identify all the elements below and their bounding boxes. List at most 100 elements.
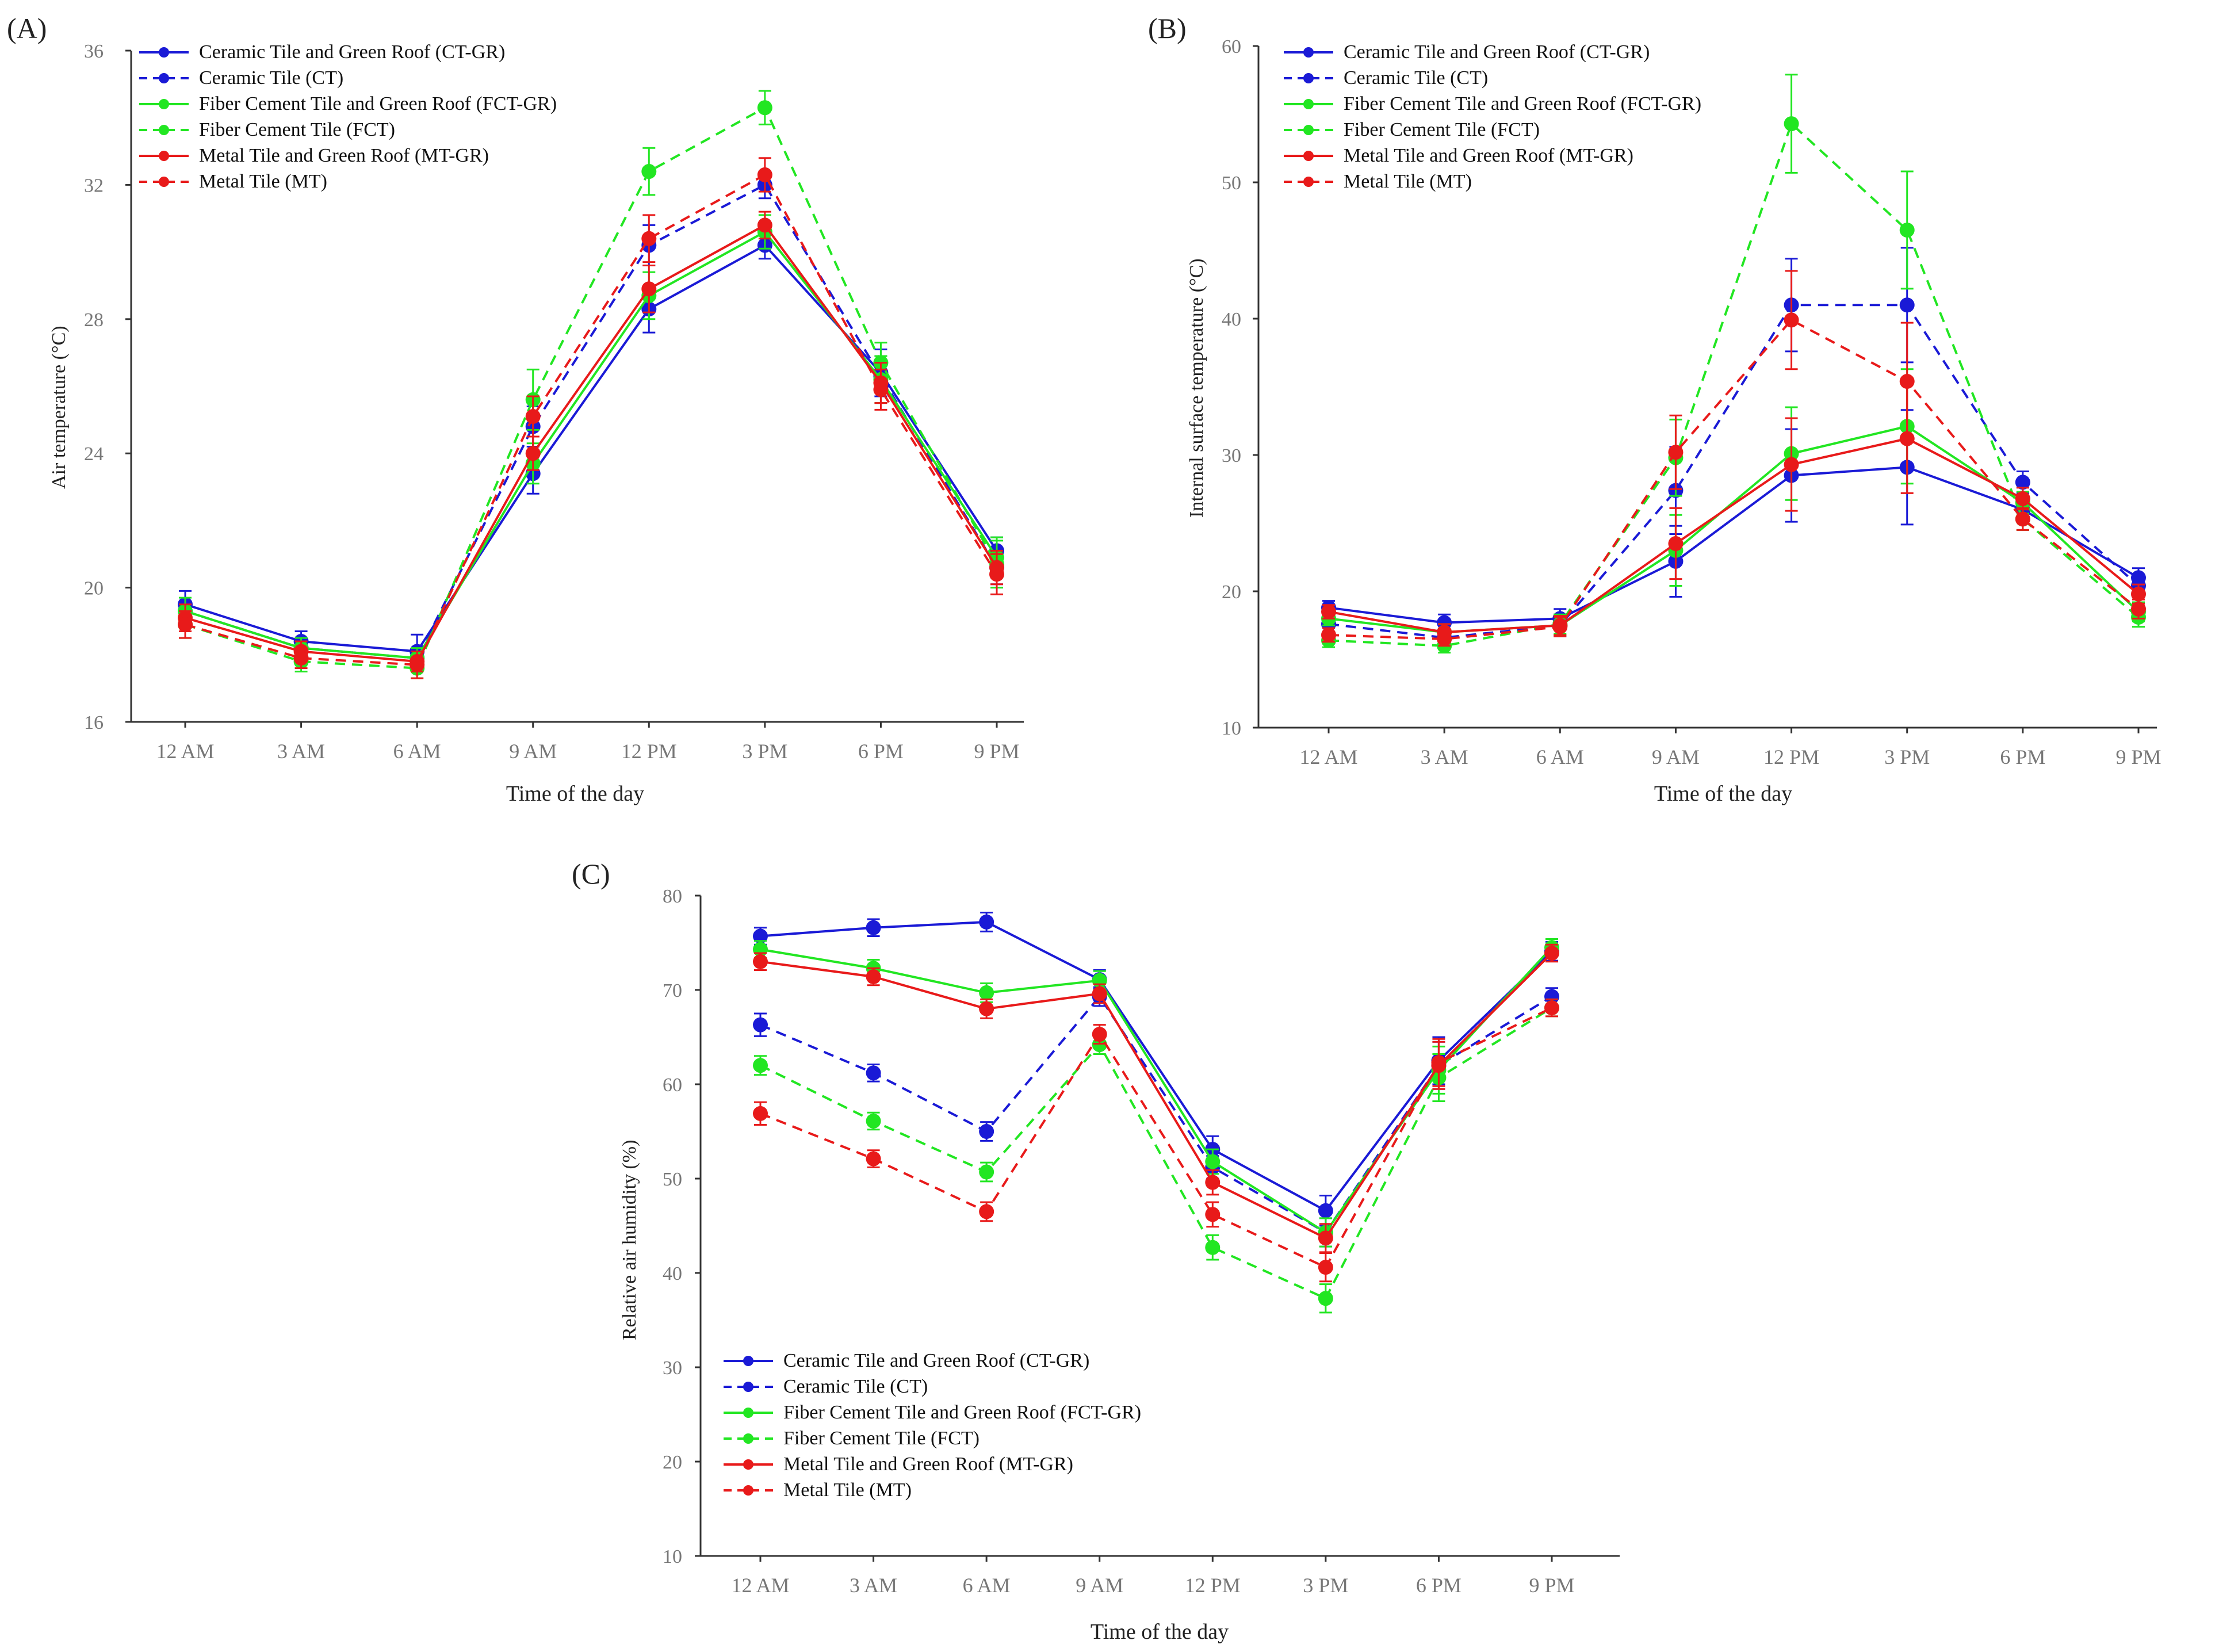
data-point: [1321, 627, 1336, 643]
x-tick-label: 9 PM: [974, 740, 1019, 763]
y-tick-label: 50: [663, 1169, 682, 1190]
legend-label: Ceramic Tile (CT): [1344, 67, 1489, 89]
y-tick-label: 40: [1222, 309, 1241, 330]
x-tick-label: 12 PM: [1185, 1574, 1241, 1597]
y-tick-label: 60: [1222, 36, 1241, 58]
x-tick-label: 6 AM: [963, 1574, 1011, 1597]
series-line: [760, 1007, 1553, 1300]
legend-a: Ceramic Tile and Green Roof (CT-GR) Ceram…: [138, 39, 557, 194]
data-point: [1321, 604, 1336, 620]
legend-swatch-marker: [159, 72, 169, 83]
legend-swatch: [1284, 47, 1333, 58]
y-tick-label: 10: [663, 1546, 682, 1567]
data-point: [753, 1017, 768, 1032]
series-line: [1328, 304, 2140, 639]
x-tick-label: 9 PM: [2115, 745, 2161, 768]
legend-swatch: [724, 1485, 773, 1496]
legend-label: Metal Tile and Green Roof (MT-GR): [199, 144, 489, 166]
panel-label-b: (B): [1148, 12, 1187, 44]
series-a-1: [178, 231, 1004, 670]
x-tick-label: 3 PM: [742, 740, 787, 763]
data-point: [1784, 457, 1799, 472]
y-tick-label: 60: [663, 1074, 682, 1096]
series-c-6: [753, 998, 1559, 1283]
chart-a-svg: 16 20 24 28 32 36 12 AM 3 AM 6 AM 9 AM 12 PM 3 PM 6 …: [84, 41, 1024, 763]
legend-item: Metal Tile and Green Roof (MT-GR): [1283, 143, 1701, 169]
data-point: [2015, 491, 2030, 506]
legend-swatch-marker: [1303, 176, 1314, 187]
legend-item: Fiber Cement Tile (FCT): [138, 117, 557, 143]
legend-label: Ceramic Tile (CT): [199, 67, 344, 89]
data-point: [2015, 511, 2030, 527]
series-a-6: [178, 157, 1004, 679]
legend-b: Ceramic Tile and Green Roof (CT-GR) Ceram…: [1283, 39, 1701, 194]
legend-swatch: [139, 124, 189, 135]
legend-label: Metal Tile and Green Roof (MT-GR): [783, 1453, 1073, 1475]
legend-label: Ceramic Tile (CT): [783, 1375, 928, 1397]
y-tick-label: 28: [84, 309, 104, 331]
data-point: [178, 617, 193, 632]
legend-swatch: [1284, 72, 1333, 83]
y-tick-label: 36: [84, 41, 104, 62]
legend-item: Ceramic Tile and Green Roof (CT-GR): [722, 1348, 1141, 1374]
legend-label: Metal Tile (MT): [199, 170, 327, 192]
data-point: [866, 1151, 881, 1167]
x-tick-label: 12 PM: [1763, 745, 1819, 768]
y-tick-label: 20: [1222, 582, 1241, 603]
legend-swatch-marker: [743, 1459, 753, 1470]
legend-item: Ceramic Tile (CT): [1283, 65, 1701, 91]
legend-swatch-marker: [159, 47, 169, 58]
series-line: [1328, 437, 2140, 634]
x-tick-label: 6 AM: [393, 740, 441, 763]
y-axis-label-b: Internal surface temperature (°C): [1186, 258, 1207, 518]
x-axis-label-c: Time of the day: [1090, 1620, 1229, 1644]
legend-label: Fiber Cement Tile (FCT): [199, 118, 395, 140]
legend-swatch: [724, 1459, 773, 1470]
data-point: [866, 969, 881, 985]
x-tick-label: 6 PM: [858, 740, 904, 763]
data-point: [979, 1204, 994, 1219]
series-line: [760, 995, 1553, 1234]
data-point: [757, 100, 772, 116]
x-axis-label-b: Time of the day: [1654, 782, 1793, 806]
data-point: [1552, 619, 1568, 634]
y-tick-label: 24: [84, 443, 104, 465]
x-tick-label: 12 AM: [1299, 745, 1357, 768]
legend-item: Ceramic Tile and Green Roof (CT-GR): [138, 39, 557, 65]
series-line: [185, 244, 998, 653]
data-point: [866, 1113, 881, 1129]
y-axis-label-c: Relative air humidity (%): [619, 1139, 640, 1340]
x-tick-label: 12 PM: [621, 740, 677, 763]
data-point: [641, 281, 657, 297]
legend-item: Metal Tile and Green Roof (MT-GR): [722, 1451, 1141, 1477]
x-tick-label: 6 PM: [2000, 745, 2045, 768]
legend-swatch-marker: [159, 150, 169, 161]
data-point: [757, 167, 772, 182]
data-point: [1437, 631, 1452, 647]
data-point: [866, 1065, 881, 1081]
data-point: [979, 914, 994, 930]
series-line: [760, 920, 1553, 1212]
x-tick-label: 3 AM: [1421, 745, 1468, 768]
legend-swatch: [1284, 176, 1333, 187]
x-tick-label: 3 PM: [1303, 1574, 1348, 1597]
legend-label: Ceramic Tile and Green Roof (CT-GR): [783, 1349, 1090, 1371]
series-line: [185, 173, 998, 666]
series-line: [185, 224, 998, 663]
data-point: [753, 1106, 768, 1121]
y-tick-label: 20: [84, 578, 104, 599]
data-point: [1318, 1291, 1333, 1306]
legend-swatch-marker: [1303, 150, 1314, 161]
x-tick-label: 9 AM: [509, 740, 557, 763]
legend-swatch: [1284, 150, 1333, 161]
legend-item: Ceramic Tile (CT): [722, 1374, 1141, 1399]
series-line: [185, 231, 998, 660]
data-point: [1318, 1230, 1333, 1246]
legend-swatch: [139, 98, 189, 109]
data-point: [1668, 536, 1684, 552]
data-point: [1318, 1260, 1333, 1275]
y-tick-label: 30: [1222, 445, 1241, 466]
legend-swatch-marker: [159, 124, 169, 135]
series-line: [1328, 466, 2140, 624]
y-tick-label: 40: [663, 1263, 682, 1284]
